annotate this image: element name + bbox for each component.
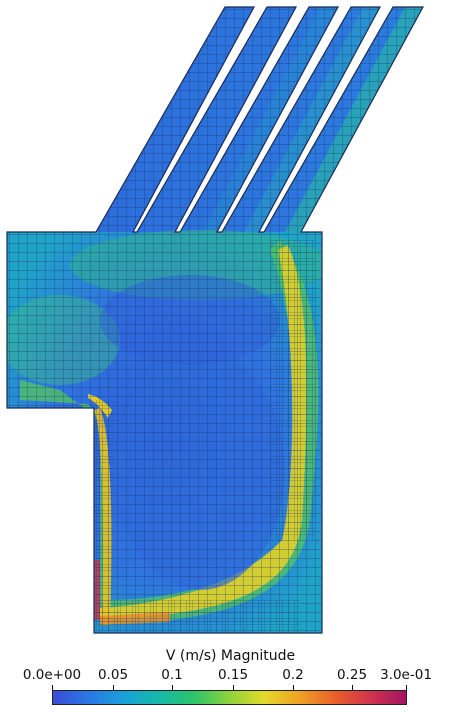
velocity-field (7, 7, 423, 633)
colorbar-tick-label: 0.25 (336, 667, 368, 683)
colorbar-gradient (52, 690, 407, 705)
colorbar-tick-mark (233, 685, 234, 690)
colorbar-tick-label: 0.15 (217, 667, 249, 683)
colorbar-tick-label: 0.2 (282, 667, 304, 683)
colorbar-tick-label: 0.1 (161, 667, 183, 683)
colorbar: V (m/s) Magnitude 0.0e+00 0.05 0.1 0.15 … (0, 640, 461, 715)
colorbar-tick-label: 3.0e-01 (380, 667, 432, 683)
colorbar-tick-label: 0.0e+00 (22, 667, 82, 683)
colorbar-tick-mark (52, 685, 53, 690)
colorbar-tick-mark (293, 685, 294, 690)
colorbar-tick-mark (406, 685, 407, 690)
domain-outline (6, 6, 425, 634)
colorbar-title: V (m/s) Magnitude (165, 648, 296, 664)
mesh-plot (6, 6, 425, 634)
colorbar-tick-mark (352, 685, 353, 690)
render-viewport[interactable] (0, 0, 461, 640)
colorbar-tick-mark (113, 685, 114, 690)
colorbar-tick-mark (172, 685, 173, 690)
colorbar-tick-label: 0.05 (97, 667, 129, 683)
